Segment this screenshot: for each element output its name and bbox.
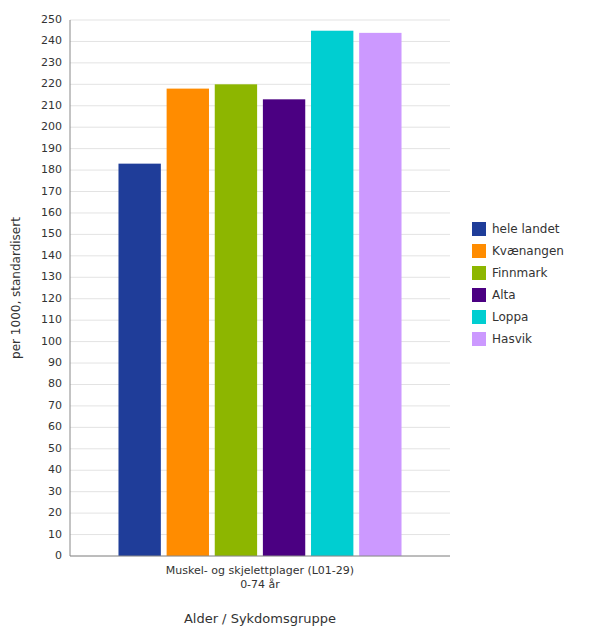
legend-label: hele landet — [492, 222, 560, 236]
legend-swatch — [472, 266, 486, 280]
legend-label: Loppa — [492, 310, 528, 324]
bar — [263, 99, 305, 556]
y-tick-label: 70 — [48, 399, 62, 412]
y-tick-label: 200 — [41, 120, 62, 133]
legend-swatch — [472, 288, 486, 302]
x-axis-line — [70, 556, 450, 557]
y-tick-label: 220 — [41, 77, 62, 90]
y-tick-label: 110 — [41, 313, 62, 326]
legend-label: Kvænangen — [492, 244, 564, 258]
y-axis-line — [70, 20, 71, 556]
y-tick-label: 30 — [48, 485, 62, 498]
x-axis-title: Alder / Sykdomsgruppe — [184, 611, 336, 626]
y-tick-label: 100 — [41, 335, 62, 348]
y-tick-label: 0 — [55, 549, 62, 562]
y-tick-label: 190 — [41, 142, 62, 155]
y-grid — [70, 20, 450, 556]
y-tick-label: 240 — [41, 34, 62, 47]
legend-label: Finnmark — [492, 266, 548, 280]
legend-label: Hasvik — [492, 332, 532, 346]
y-tick-label: 170 — [41, 185, 62, 198]
y-tick-label: 150 — [41, 227, 62, 240]
y-tick-label: 90 — [48, 356, 62, 369]
legend: hele landet Kvænangen Finnmark Alta Loppa Has… — [472, 222, 564, 347]
y-tick-label: 20 — [48, 506, 62, 519]
y-tick-label: 60 — [48, 420, 62, 433]
grid-line — [70, 556, 450, 557]
chart: 0 10 20 30 40 50 60 70 80 90 100 110 120 130 140 150 160… — [0, 0, 600, 641]
bars — [118, 31, 401, 556]
y-axis: 0 10 20 30 40 50 60 70 80 90 100 110 120 130 140 150 160… — [41, 13, 62, 562]
x-tick-label: Muskel- og skjelettplager (L01-29)0-74 å… — [166, 564, 354, 591]
y-tick-label: 50 — [48, 442, 62, 455]
bar — [215, 84, 257, 556]
chart-container: 0 10 20 30 40 50 60 70 80 90 100 110 120 130 140 150 160… — [0, 0, 600, 641]
bar — [118, 164, 160, 556]
y-tick-label: 80 — [48, 377, 62, 390]
legend-swatch — [472, 310, 486, 324]
y-tick-label: 250 — [41, 13, 62, 26]
legend-swatch — [472, 332, 486, 346]
y-tick-label: 210 — [41, 99, 62, 112]
bar — [359, 33, 401, 556]
legend-label: Alta — [492, 288, 516, 302]
y-axis-title: per 1000, standardisert — [9, 217, 23, 359]
y-tick-label: 140 — [41, 249, 62, 262]
y-tick-label: 130 — [41, 270, 62, 283]
y-tick-label: 10 — [48, 528, 62, 541]
y-tick-label: 160 — [41, 206, 62, 219]
y-tick-label: 120 — [41, 292, 62, 305]
grid-line — [70, 20, 450, 21]
legend-swatch — [472, 244, 486, 258]
bar — [167, 89, 209, 556]
y-tick-label: 40 — [48, 463, 62, 476]
legend-swatch — [472, 222, 486, 236]
bar — [311, 31, 353, 556]
y-tick-label: 180 — [41, 163, 62, 176]
y-tick-label: 230 — [41, 56, 62, 69]
